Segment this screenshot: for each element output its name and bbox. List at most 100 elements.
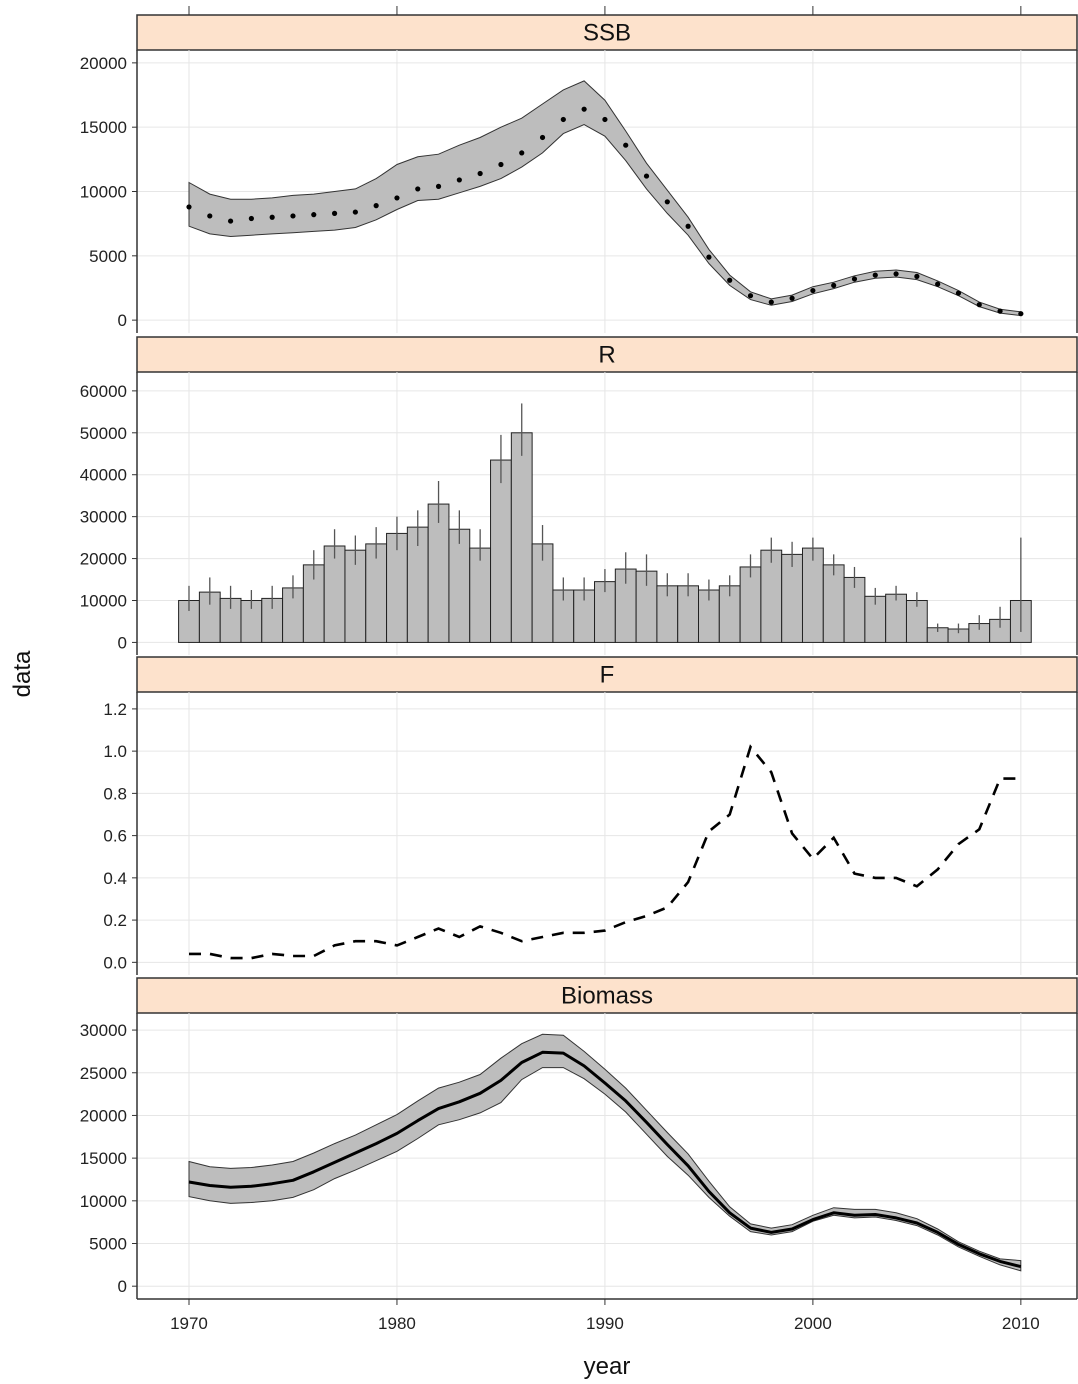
panel-r: R 0 10000 20000 30000 40000 50000 60000 xyxy=(80,336,1078,655)
data-point xyxy=(248,215,254,222)
data-point xyxy=(976,302,982,308)
y-tick-label: 15000 xyxy=(80,118,127,137)
data-point xyxy=(498,161,504,168)
facet-strip-label: SSB xyxy=(583,20,631,47)
data-point xyxy=(727,277,733,283)
facet-strip xyxy=(136,336,1078,373)
y-tick-label: 10000 xyxy=(80,591,127,610)
facet-strip-label: R xyxy=(598,342,615,369)
data-point xyxy=(435,183,442,189)
data-point xyxy=(914,273,920,279)
data-point xyxy=(747,293,754,299)
bar xyxy=(760,549,783,643)
series-line xyxy=(188,1050,1022,1269)
y-tick-label: 0.0 xyxy=(103,953,127,972)
data-point xyxy=(768,299,774,305)
data-point xyxy=(706,254,712,260)
data-point xyxy=(560,116,566,123)
data-point xyxy=(456,177,462,183)
data-point xyxy=(581,106,587,112)
gridlines xyxy=(137,692,1077,975)
data-point xyxy=(331,210,338,216)
series-line xyxy=(189,744,1021,960)
y-tick-label: 60000 xyxy=(80,382,127,401)
panel-f: F 0.0 0.2 0.4 0.6 0.8 1.0 1.2 xyxy=(103,656,1078,975)
y-tick-label: 0 xyxy=(118,633,127,652)
bar xyxy=(469,547,492,643)
y-tick-label: 50000 xyxy=(80,424,127,443)
bar xyxy=(427,503,450,643)
x-tick-label: 2000 xyxy=(794,1314,832,1333)
data-point xyxy=(269,214,275,220)
data-point xyxy=(872,272,878,278)
data-point xyxy=(664,199,670,205)
data-point xyxy=(955,290,962,296)
x-tick-label: 1970 xyxy=(170,1314,208,1333)
data-point xyxy=(623,142,629,148)
data-point xyxy=(352,209,358,215)
x-tick-label: 2010 xyxy=(1002,1314,1040,1333)
bar xyxy=(739,566,762,643)
x-tick-label: 1980 xyxy=(378,1314,416,1333)
data-point xyxy=(851,276,858,282)
data-point xyxy=(789,295,795,301)
data-point xyxy=(519,150,525,156)
facet-strip-label: Biomass xyxy=(561,983,653,1010)
y-tick-label: 10000 xyxy=(80,183,127,202)
bar xyxy=(490,459,512,643)
y-tick-label: 30000 xyxy=(80,508,127,527)
data-point xyxy=(685,223,691,229)
data-point xyxy=(643,173,650,179)
data-point xyxy=(311,212,317,218)
data-point xyxy=(997,308,1003,314)
y-tick-label: 20000 xyxy=(80,54,127,73)
bar xyxy=(323,545,346,643)
data-point xyxy=(477,170,483,177)
facet-strip xyxy=(136,656,1078,693)
data-point xyxy=(602,116,608,123)
bar xyxy=(781,553,803,643)
data-point xyxy=(186,204,192,210)
panel-biomass: Biomass 0 5000 10000 15000 20000 25000 30000 xyxy=(80,977,1078,1299)
data-point xyxy=(810,287,816,294)
y-tick-label: 20000 xyxy=(80,1106,127,1125)
x-tick-label: 1990 xyxy=(586,1314,624,1333)
y-tick-label: 0.2 xyxy=(103,911,127,930)
y-tick-label: 5000 xyxy=(89,247,127,266)
y-tick-label: 20000 xyxy=(80,550,127,569)
y-tick-label: 0.8 xyxy=(103,784,127,803)
data-point xyxy=(415,186,421,192)
bar xyxy=(448,528,471,643)
data-point xyxy=(290,213,296,219)
facet-strip xyxy=(136,14,1078,51)
facet-strip-label: F xyxy=(600,662,615,689)
y-tick-label: 15000 xyxy=(80,1149,127,1168)
bar xyxy=(885,593,907,643)
data-point xyxy=(394,195,400,201)
y-tick-label: 10000 xyxy=(80,1192,127,1211)
y-tick-label: 0 xyxy=(118,1277,127,1296)
y-tick-label: 5000 xyxy=(89,1235,127,1254)
y-tick-label: 1.2 xyxy=(103,700,127,719)
data-point xyxy=(1018,311,1024,317)
data-point xyxy=(893,271,899,277)
gridlines xyxy=(137,50,1077,333)
data-point xyxy=(227,218,234,224)
data-point xyxy=(207,213,213,219)
y-axis-title: data xyxy=(9,650,36,697)
bar xyxy=(801,547,824,643)
gridlines xyxy=(137,1013,1077,1299)
y-tick-label: 0 xyxy=(118,311,127,330)
bar xyxy=(510,432,533,643)
data-point xyxy=(539,134,546,141)
data-point xyxy=(935,281,941,287)
panel-ssb: SSB 0 5000 10000 15000 20000 xyxy=(80,14,1078,333)
y-tick-label: 1.0 xyxy=(103,742,127,761)
data-point xyxy=(373,203,379,209)
data-point xyxy=(831,282,837,289)
bar xyxy=(365,543,388,643)
y-tick-label: 40000 xyxy=(80,466,127,485)
bar xyxy=(822,564,845,643)
x-axis-title: year xyxy=(584,1353,631,1380)
